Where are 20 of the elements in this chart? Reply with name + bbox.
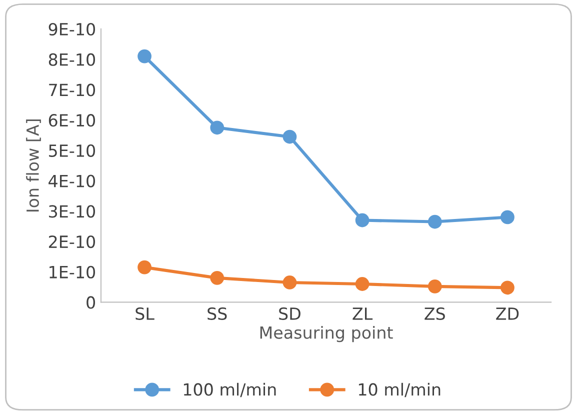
y-tick-label: 8E-10: [48, 53, 96, 66]
y-tick-label: 9E-10: [48, 22, 96, 36]
y-axis-title: Ion flow [A]: [26, 120, 41, 212]
y-tick-label: 3E-10: [49, 205, 96, 218]
y-tick-label: 4E-10: [48, 174, 96, 188]
y-tick-label: 1E-10: [50, 266, 96, 278]
legend-label: 10 ml/min: [358, 382, 440, 398]
y-tick-label: 2E-10: [48, 235, 96, 248]
x-tick-label: ZL: [352, 308, 373, 320]
y-tick-label: 5E-10: [49, 144, 96, 157]
x-tick-label: ZS: [424, 307, 445, 320]
y-tick-label: 7E-10: [49, 84, 96, 96]
y-tick-label: 0: [86, 296, 96, 309]
x-tick-label: SL: [136, 307, 154, 320]
legend-label: 100 ml/min: [184, 382, 276, 398]
x-axis-title: Measuring point: [260, 326, 393, 342]
y-tick-label: 6E-10: [48, 114, 96, 127]
x-tick-label: SD: [279, 307, 300, 320]
x-tick-label: ZD: [496, 308, 519, 320]
x-tick-label: SS: [208, 307, 227, 320]
